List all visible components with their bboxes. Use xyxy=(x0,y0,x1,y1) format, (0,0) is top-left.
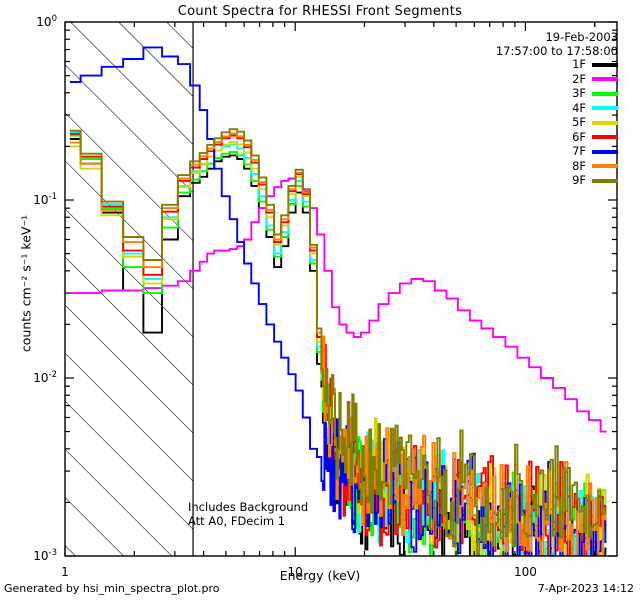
legend-item-9F: 9F xyxy=(572,174,618,187)
x-tick-label: 100 xyxy=(514,565,537,579)
legend-date: 19-Feb-2003 xyxy=(545,30,618,44)
series-9F xyxy=(69,128,607,556)
legend-label: 2F xyxy=(572,71,586,86)
legend-item-5F: 5F xyxy=(572,116,618,129)
legend-label: 6F xyxy=(572,129,586,144)
y-tick-label: 10-3 xyxy=(33,548,57,563)
page-title: Count Spectra for RHESSI Front Segments xyxy=(177,4,463,19)
legend-item-8F: 8F xyxy=(572,158,618,173)
legend-label: 3F xyxy=(572,86,586,100)
legend-label: 5F xyxy=(572,115,586,129)
hatched-excluded-band xyxy=(65,22,194,556)
y-tick-label: 100 xyxy=(36,14,57,29)
annotation-includes-background: Includes Background xyxy=(188,500,309,514)
legend-color-swatch xyxy=(592,120,618,125)
legend-label: 9F xyxy=(572,173,586,187)
x-tick-label: 1 xyxy=(61,565,69,579)
y-tick-label: 10-1 xyxy=(33,192,57,207)
legend-item-3F: 3F xyxy=(572,87,618,100)
legend-item-6F: 6F xyxy=(572,129,618,144)
y-tick-label: 10-2 xyxy=(33,370,57,385)
legend-color-swatch xyxy=(592,164,618,168)
legend-color-swatch xyxy=(592,149,618,154)
series-2F xyxy=(69,177,607,433)
legend-color-swatch xyxy=(592,62,618,67)
legend-color-swatch xyxy=(592,77,618,81)
legend-label: 8F xyxy=(572,158,586,173)
legend-color-swatch xyxy=(592,91,618,96)
legend-label: 1F xyxy=(572,57,586,71)
footer-timestamp: 7-Apr-2023 14:12 xyxy=(537,582,634,595)
x-axis-label: Energy (keV) xyxy=(279,568,361,583)
footer-generator: Generated by hsi_min_spectra_plot.pro xyxy=(4,582,220,595)
legend-color-swatch xyxy=(592,106,618,110)
x-tick-label: 10 xyxy=(288,565,303,579)
legend-label: 4F xyxy=(572,100,586,115)
legend-item-4F: 4F xyxy=(572,100,618,115)
legend-label: 7F xyxy=(572,144,586,158)
legend-item-7F: 7F xyxy=(572,145,618,158)
legend-color-swatch xyxy=(592,178,618,183)
annotation-attenuator-state: Att A0, FDecim 1 xyxy=(188,514,286,528)
legend-color-swatch xyxy=(592,135,618,139)
legend-item-1F: 1F xyxy=(572,58,618,71)
legend-item-2F: 2F xyxy=(572,71,618,86)
legend-time-range: 17:57:00 to 17:58:00 xyxy=(495,44,618,58)
